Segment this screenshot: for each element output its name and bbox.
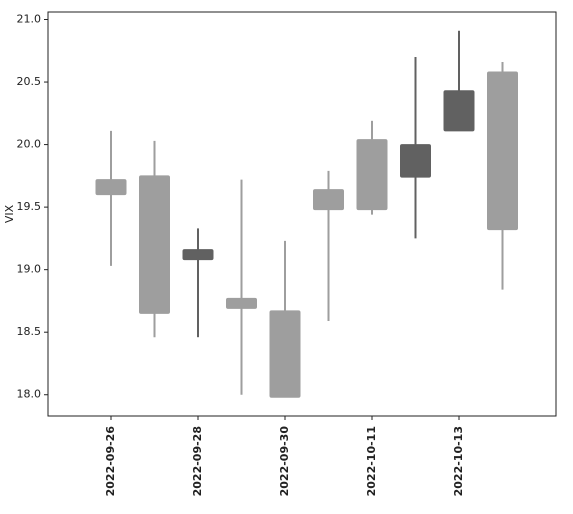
candle-body xyxy=(356,139,388,211)
candle-body xyxy=(182,249,214,261)
candle-body xyxy=(400,144,431,178)
y-tick-label: 21.0 xyxy=(17,13,42,26)
candle-body xyxy=(269,310,301,398)
x-tick-label: 2022-10-13 xyxy=(452,426,465,496)
y-tick-label: 19.5 xyxy=(17,200,42,213)
y-tick-label: 18.5 xyxy=(17,325,42,338)
x-tick-label: 2022-09-28 xyxy=(191,426,204,496)
candle-body xyxy=(226,297,257,309)
candle-body xyxy=(487,71,518,231)
y-tick-label: 20.5 xyxy=(17,75,42,88)
plot-frame xyxy=(47,11,557,417)
candle-body xyxy=(139,175,170,314)
x-tick-label: 2022-09-26 xyxy=(104,426,117,497)
x-tick-label: 2022-09-30 xyxy=(278,426,291,497)
y-axis-label: VIX xyxy=(3,204,16,223)
x-tick-label: 2022-10-11 xyxy=(365,426,378,496)
y-tick-label: 20.0 xyxy=(17,138,42,151)
y-tick-label: 18.0 xyxy=(17,388,42,401)
y-tick-label: 19.0 xyxy=(17,263,42,276)
candle-body xyxy=(313,189,344,211)
candle-body xyxy=(443,90,475,132)
candle-body xyxy=(95,179,127,196)
